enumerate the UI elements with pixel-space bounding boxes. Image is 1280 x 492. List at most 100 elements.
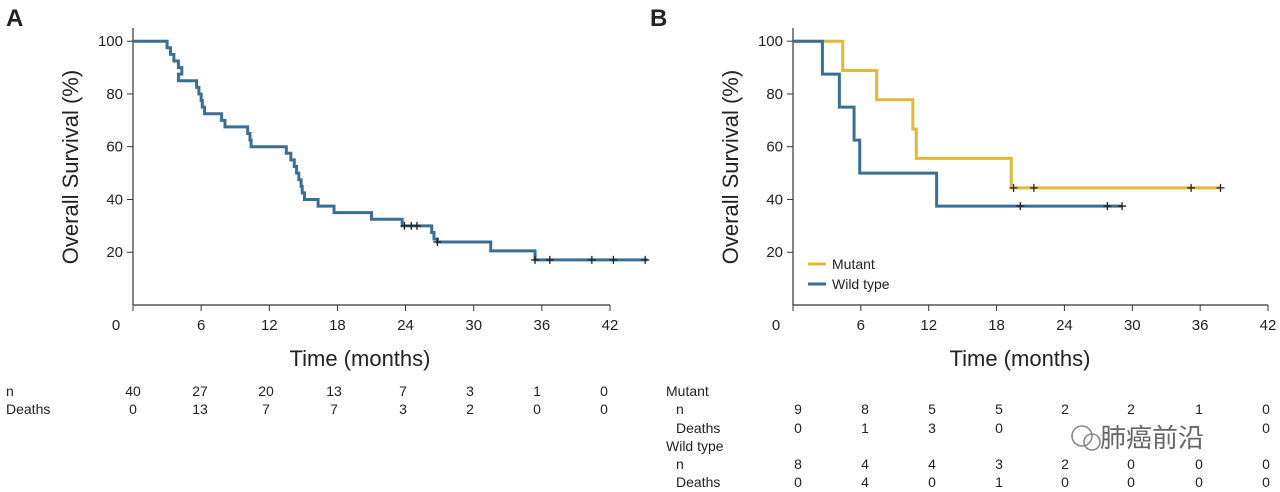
- risk-cell: 0: [129, 401, 137, 417]
- x-tick-label: 30: [1124, 317, 1141, 334]
- y-tick-label: 100: [98, 33, 123, 50]
- risk-cell: 1: [995, 474, 1003, 490]
- risk-row-label: n: [6, 383, 14, 399]
- risk-cell: 13: [192, 401, 208, 417]
- y-tick-label: 100: [758, 33, 783, 50]
- risk-cell: 3: [928, 420, 936, 436]
- km-curve-mutant: [793, 39, 1221, 190]
- risk-cell: 0: [928, 474, 936, 490]
- censor-mark: [1009, 183, 1018, 192]
- panel-b-series: [793, 39, 1225, 211]
- x-tick-label: 18: [988, 317, 1005, 334]
- censor-mark: [1187, 183, 1196, 192]
- risk-row-label: Deaths: [676, 474, 720, 490]
- risk-row-label: Deaths: [676, 420, 720, 436]
- risk-cell: 0: [600, 383, 608, 399]
- risk-cell: 1: [861, 420, 869, 436]
- y-tick-label: 20: [106, 244, 123, 261]
- risk-cell: 5: [995, 401, 1003, 417]
- censor-mark: [609, 255, 618, 264]
- panel-b-x-axis-label: Time (months): [950, 346, 1091, 371]
- panel-b: B Overall Survival (%) Time (months) 0 6 1…: [650, 5, 1276, 490]
- panel-b-y-axis-label: Overall Survival (%): [718, 70, 743, 264]
- censor-mark: [400, 221, 409, 230]
- x-tick-label: 6: [857, 317, 865, 334]
- x-tick-label: 0: [112, 317, 120, 334]
- y-tick-label: 60: [106, 139, 123, 156]
- risk-group-label: Wild type: [666, 438, 724, 454]
- x-tick-label: 6: [197, 317, 205, 334]
- risk-cell: 4: [928, 456, 936, 472]
- risk-row-label: n: [676, 456, 684, 472]
- panel-b-axes: [792, 28, 1268, 306]
- censor-mark: [412, 221, 421, 230]
- risk-cell: 0: [1127, 474, 1135, 490]
- risk-cell: 2: [1061, 401, 1069, 417]
- y-tick-label: 20: [766, 244, 783, 261]
- risk-cell: 8: [861, 401, 869, 417]
- panel-b-legend: Mutant Wild type: [808, 256, 890, 292]
- risk-cell: 0: [600, 401, 608, 417]
- risk-cell: 2: [1127, 401, 1135, 417]
- risk-cell: 0: [794, 420, 802, 436]
- risk-cell: 7: [262, 401, 270, 417]
- risk-cell: 0: [1262, 401, 1270, 417]
- x-tick-label: 30: [465, 317, 482, 334]
- risk-cell: 0: [1262, 474, 1270, 490]
- risk-cell: 5: [928, 401, 936, 417]
- risk-cell: 0: [1262, 456, 1270, 472]
- censor-mark: [1103, 202, 1112, 211]
- panel-b-risk-table: Mutant n 9 8 5 5 2 2 1 0 Deaths 0 1 3 0 0 Wild type n 8 4 4 3…: [666, 383, 1270, 490]
- risk-cell: 0: [1262, 420, 1270, 436]
- panel-a-y-axis-label: Overall Survival (%): [58, 70, 83, 264]
- x-tick-label: 36: [534, 317, 551, 334]
- censor-mark: [545, 255, 554, 264]
- risk-cell: 0: [533, 401, 541, 417]
- risk-cell: 4: [861, 474, 869, 490]
- panel-a-label: A: [6, 5, 23, 32]
- risk-cell: 3: [399, 401, 407, 417]
- censor-mark: [433, 237, 442, 246]
- risk-cell: 0: [1195, 456, 1203, 472]
- risk-cell: 8: [794, 456, 802, 472]
- x-tick-label: 36: [1192, 317, 1209, 334]
- risk-cell: 7: [330, 401, 338, 417]
- risk-cell: 0: [995, 420, 1003, 436]
- risk-cell: 0: [794, 474, 802, 490]
- panel-a-x-axis-label: Time (months): [290, 346, 431, 371]
- censor-mark: [1016, 202, 1025, 211]
- panel-a: A Overall Survival (%) Time (months) 0 6 1…: [6, 5, 650, 417]
- y-tick-label: 40: [106, 191, 123, 208]
- risk-cell: 20: [258, 383, 274, 399]
- risk-group-label: Mutant: [666, 383, 709, 399]
- risk-cell: 0: [1195, 474, 1203, 490]
- watermark-icon: [1071, 425, 1101, 451]
- y-tick-label: 40: [766, 191, 783, 208]
- censor-mark: [1118, 202, 1127, 211]
- x-tick-label: 12: [261, 317, 278, 334]
- y-tick-label: 80: [106, 86, 123, 103]
- risk-cell: 40: [125, 383, 141, 399]
- risk-cell: 1: [1195, 401, 1203, 417]
- y-tick-label: 60: [766, 139, 783, 156]
- risk-row-label: Deaths: [6, 401, 50, 417]
- censor-mark: [587, 255, 596, 264]
- risk-cell: 9: [794, 401, 802, 417]
- censor-mark: [641, 255, 650, 264]
- risk-cell: 3: [466, 383, 474, 399]
- legend-label-mutant: Mutant: [832, 256, 875, 272]
- risk-cell: 2: [1061, 456, 1069, 472]
- risk-cell: 13: [326, 383, 342, 399]
- x-tick-label: 0: [772, 317, 780, 334]
- panel-a-axes: [132, 28, 610, 306]
- censor-mark: [531, 255, 540, 264]
- risk-row-label: n: [676, 401, 684, 417]
- x-tick-label: 18: [329, 317, 346, 334]
- panel-a-series: [133, 39, 650, 264]
- panel-b-label: B: [650, 5, 667, 32]
- x-tick-label: 24: [397, 317, 414, 334]
- km-curve-wild-type: [793, 39, 1123, 208]
- x-tick-label: 12: [920, 317, 937, 334]
